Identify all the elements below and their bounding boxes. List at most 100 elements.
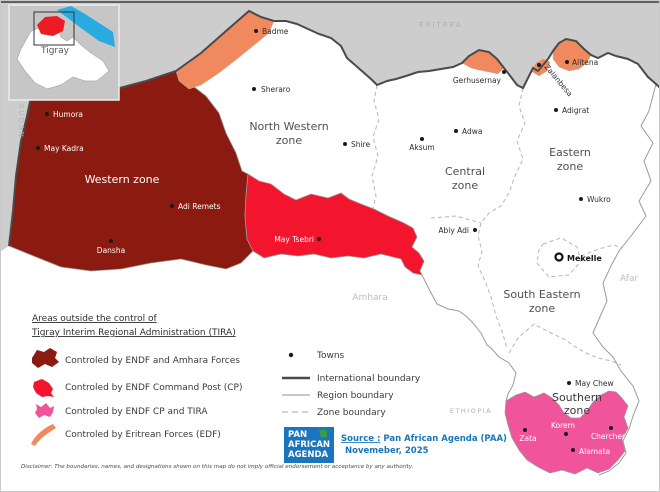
zone-label-south-eastern-2: zone <box>529 302 555 315</box>
zone-boundaries <box>371 84 624 366</box>
source-line: Source : Pan African Agenda (PAA) <box>341 434 507 444</box>
town-dot-adigrat <box>554 108 558 112</box>
paa-logo-line1: PAN <box>288 430 307 440</box>
town-label-adi-remets: Adi Remets <box>178 202 221 211</box>
inset-tigray-frame <box>33 11 75 46</box>
inset-water <box>57 6 115 47</box>
zone-endf-command-post <box>244 173 425 276</box>
town-dot-korem <box>564 432 568 436</box>
symbol-label-region: Region boundary <box>317 391 394 401</box>
town-label-korem: Korem <box>551 421 575 430</box>
town-dot-chercher <box>609 426 613 430</box>
region-label-afar: Afar <box>620 274 639 284</box>
legend-label-eritrean-edf: Controled by Eritrean Forces (EDF) <box>65 430 221 440</box>
legend-title-line2: Tigray Interim Regional Administration (… <box>31 328 236 338</box>
zone-label-western: Western zone <box>85 173 160 186</box>
source-block: PAN AFRICAN AGENDA Source : Pan African A… <box>284 427 507 463</box>
paa-logo-green-icon <box>319 430 327 438</box>
country-label-sudan: SUDAN <box>17 104 25 139</box>
town-dots <box>36 29 613 452</box>
zone-label-southern-1: Southern <box>552 391 602 404</box>
town-dot-shire <box>343 142 347 146</box>
region-boundary-amhara <box>421 274 517 402</box>
international-boundary <box>8 9 659 247</box>
town-dot-zata <box>523 428 527 432</box>
paa-logo-line2: AFRICAN <box>288 440 330 450</box>
town-label-chercher: Chercher <box>591 432 626 441</box>
legend-map-symbols: Towns International boundary Region boun… <box>282 351 421 418</box>
town-label-may-tsebri: May Tsebri <box>274 235 314 244</box>
symbol-label-international: International boundary <box>317 374 421 384</box>
legend-title-line1: Areas outside the control of <box>32 314 157 324</box>
legend-swatch-endf-amhara <box>32 348 59 368</box>
zone-label-central-1: Central <box>445 165 485 178</box>
region-label-amhara: Amhara <box>352 293 387 303</box>
town-label-aksum: Aksum <box>409 143 434 152</box>
town-dot-zalanbesa <box>537 63 541 67</box>
zone-boundary-central-southeastern <box>430 215 482 224</box>
zone-boundary-central-eastern <box>477 87 526 350</box>
zone-label-southern-2: zone <box>564 404 590 417</box>
town-dot-dansha <box>109 239 113 243</box>
zone-boundary-eastern-southeastern <box>580 244 624 257</box>
town-label-sheraro: Sheraro <box>261 85 291 94</box>
town-dot-aksum <box>420 137 424 141</box>
town-label-mekelle: Mekelle <box>567 254 602 263</box>
town-dot-may-kadra <box>36 146 40 150</box>
legend-swatch-endf-cp <box>33 379 54 397</box>
zone-label-north-western-1: North Western <box>249 120 328 133</box>
legend-control-areas: Areas outside the control of Tigray Inte… <box>31 314 242 446</box>
country-label-ethiopia: ETHIOPIA <box>450 407 492 415</box>
legend-swatch-endf-cp-tira <box>35 403 54 418</box>
town-dot-gerhusernay <box>502 70 506 74</box>
town-dot-alamata <box>571 448 575 452</box>
legend-label-endf-cp: Controled by ENDF Command Post (CP) <box>65 383 242 393</box>
zone-label-south-eastern-1: South Eastern <box>503 288 580 301</box>
symbol-label-zone: Zone boundary <box>317 408 386 418</box>
zone-label-eastern-2: zone <box>557 160 583 173</box>
town-label-may-kadra: May Kadra <box>44 144 84 153</box>
symbol-label-towns: Towns <box>316 351 345 361</box>
source-label: Source : <box>341 434 380 444</box>
town-dot-adwa <box>454 129 458 133</box>
town-label-alamata: Alamata <box>579 447 610 456</box>
town-dot-wukro <box>579 197 583 201</box>
town-dot-badme <box>254 29 258 33</box>
town-label-abiy-adi: Abiy Adi <box>438 226 469 235</box>
town-dot-may-chew <box>567 381 571 385</box>
disclaimer-text: Disclaimer: The boundaries, names, and d… <box>21 464 414 470</box>
legend-label-endf-amhara: Controled by ENDF and Amhara Forces <box>65 356 240 366</box>
paa-logo-line3: AGENDA <box>288 450 329 460</box>
zone-boundary-nw-central <box>371 84 380 210</box>
town-label-dansha: Dansha <box>97 246 125 255</box>
outside-area-eritrea-sudan <box>1 1 659 251</box>
town-dot-sheraro <box>252 87 256 91</box>
town-dot-may-tsebri <box>317 237 321 241</box>
town-label-wukro: Wukro <box>587 195 611 204</box>
symbol-town-dot <box>288 352 294 358</box>
inset-tigray-region <box>37 16 65 36</box>
town-label-zata: Zata <box>519 434 536 443</box>
zone-label-central-2: zone <box>452 179 478 192</box>
town-dot-adi-remets <box>170 204 174 208</box>
zone-boundary-mekelle <box>536 237 582 278</box>
source-date: Novemeber, 2025 <box>345 446 429 456</box>
country-label-eritrea: ERITREA <box>419 21 463 29</box>
town-dot-alitena <box>565 60 569 64</box>
town-label-shire: Shire <box>351 140 371 149</box>
town-dot-abiy-adi <box>473 228 477 232</box>
town-label-badme: Badme <box>262 27 289 36</box>
legend-swatch-eritrean-edf <box>31 424 56 446</box>
zone-label-north-western-2: zone <box>276 134 302 147</box>
inset-map: Tigray <box>8 4 120 101</box>
region-boundaries <box>421 83 657 476</box>
town-label-adwa: Adwa <box>462 127 483 136</box>
zone-boundary-southeastern-southern <box>508 323 622 366</box>
town-label-adigrat: Adigrat <box>562 106 589 115</box>
inset-tigray-label: Tigray <box>40 46 70 56</box>
zone-label-eastern-1: Eastern <box>549 146 591 159</box>
town-label-alitena: Alitena <box>572 58 598 67</box>
town-label-gerhusernay: Gerhusernay <box>453 76 502 85</box>
